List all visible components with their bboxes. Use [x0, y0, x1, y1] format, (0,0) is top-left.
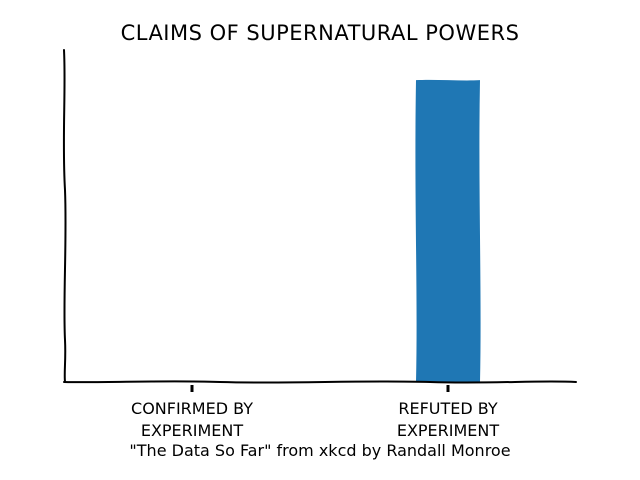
x-tick-label-1: REFUTED BY EXPERIMENT — [397, 399, 500, 440]
y-axis — [62, 49, 67, 383]
bars-group — [415, 79, 481, 383]
ticks-group — [190, 385, 450, 392]
caption: "The Data So Far" from xkcd by Randall M… — [129, 441, 510, 460]
tick-labels-group: CONFIRMED BY EXPERIMENT REFUTED BY EXPERIME… — [131, 399, 499, 440]
bar-1 — [415, 79, 481, 383]
x-tick-label-0: CONFIRMED BY EXPERIMENT — [131, 399, 253, 440]
x-axis — [63, 380, 577, 384]
chart-title: CLAIMS OF SUPERNATURAL POWERS — [121, 21, 520, 45]
